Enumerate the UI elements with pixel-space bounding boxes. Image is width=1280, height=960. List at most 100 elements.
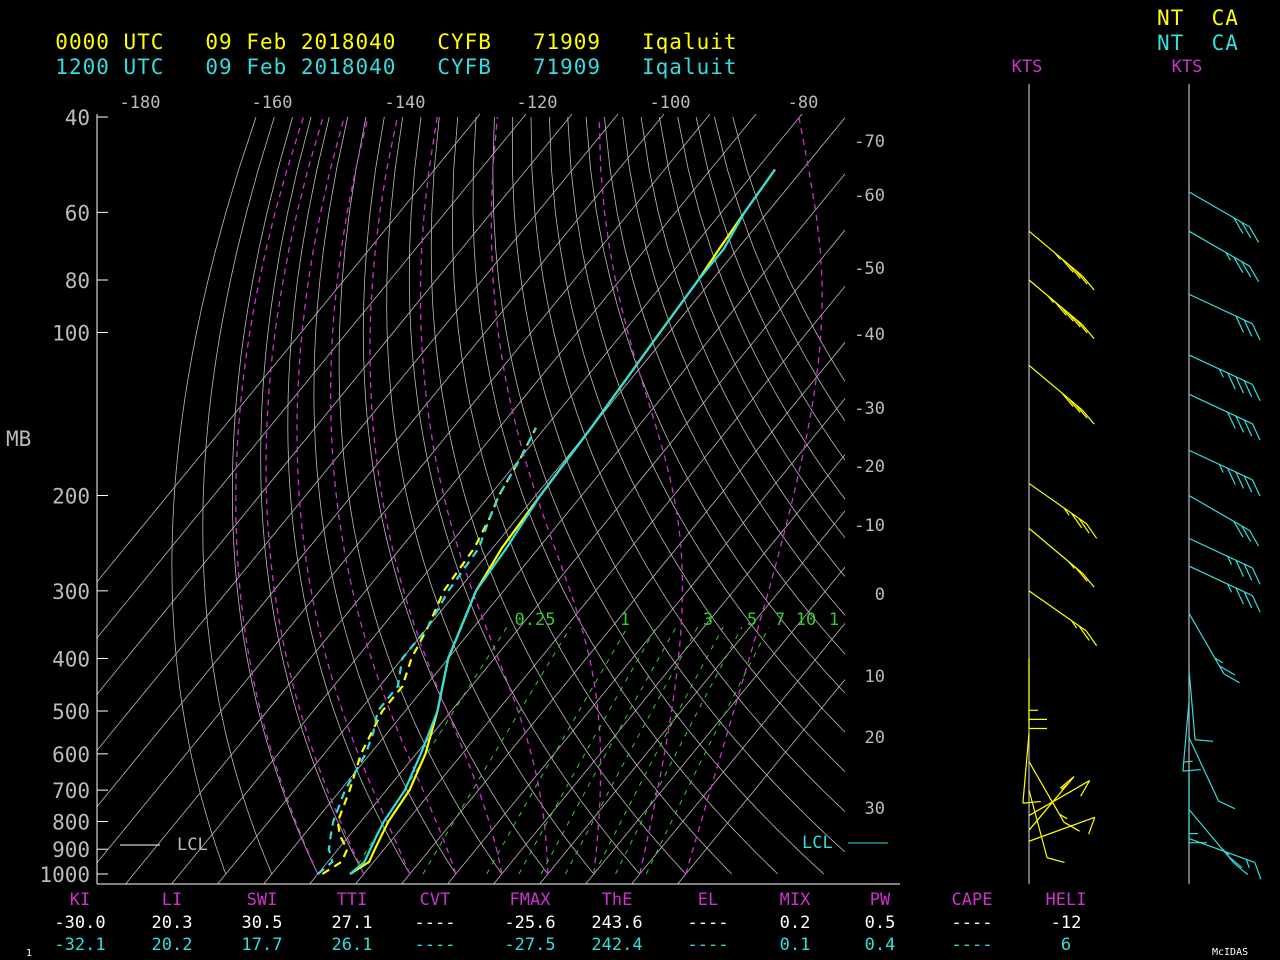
wind-barb-flag — [1254, 862, 1262, 880]
dry-adiabat — [714, 116, 845, 422]
wind-barb-flag — [1241, 222, 1252, 239]
pressure-tick-label: 60 — [65, 201, 90, 225]
theta-top-label: -160 — [252, 93, 293, 113]
wind-barb-flag — [1085, 523, 1098, 539]
temperature-trace-2 — [349, 168, 776, 875]
wind-barb-flag — [1223, 673, 1240, 684]
temperature-right-label: -30 — [854, 399, 885, 419]
mixing-ratio-label: 3 — [703, 610, 713, 630]
index-value-run2-heli: 6 — [1060, 935, 1072, 955]
wind-barb-flag — [1070, 512, 1083, 529]
isotherm — [125, 114, 757, 884]
wind-barb-flag — [1243, 380, 1253, 398]
dry-adiabat — [202, 116, 275, 875]
dry-adiabat — [659, 116, 845, 539]
index-value-run1-tti: 27.1 — [331, 913, 373, 933]
saturated-adiabat — [329, 116, 457, 875]
isotherm — [97, 114, 481, 583]
wind-barb-shaft — [1188, 669, 1196, 740]
dry-adiabat — [287, 116, 411, 875]
temperature-right-label: -70 — [854, 132, 885, 152]
theta-top-label: -140 — [385, 93, 426, 113]
mixing-ratio-label: 5 — [747, 610, 757, 630]
temperature-right-label: -10 — [854, 516, 885, 536]
wind-barb-flag — [1233, 256, 1244, 273]
wind-barb-flag — [1046, 857, 1065, 863]
dry-adiabat — [640, 116, 845, 578]
axes-layer: 4060801002003004005006007008009001000MB-… — [6, 93, 900, 887]
header-state-1: NT — [1157, 6, 1185, 30]
theta-top-label: -120 — [517, 93, 558, 113]
isotherm — [309, 229, 845, 884]
wind-barb-flag — [1227, 855, 1243, 869]
index-label-cape: CAPE — [951, 890, 993, 910]
index-label-heli: HELI — [1045, 890, 1087, 910]
wind-barb-shaft — [1188, 537, 1253, 569]
header-time-1: 0000 UTC — [55, 30, 165, 54]
wind-barb-flag — [1183, 760, 1193, 763]
index-label-ki: KI — [69, 890, 91, 910]
footer-left: 1 — [26, 948, 33, 959]
wind-barb-flag — [1235, 471, 1245, 489]
index-value-run2-tti: 26.1 — [331, 935, 373, 955]
index-value-run2-pw: 0.4 — [864, 935, 896, 955]
grid-layer — [0, 114, 845, 884]
mixing-ratio-line — [486, 626, 629, 875]
dry-adiabat — [549, 116, 845, 773]
wind-barb-flag — [1249, 226, 1260, 243]
wind-barb-flag — [1082, 324, 1095, 340]
saturated-adiabat — [369, 116, 503, 875]
wind-barb-flag — [1251, 595, 1261, 613]
wind-barb-flag — [1233, 521, 1244, 538]
wind-barb-flag — [1075, 318, 1088, 334]
theta-top-label: -80 — [788, 93, 819, 113]
pressure-tick-label: 500 — [52, 700, 90, 724]
index-value-run1-li: 20.3 — [151, 913, 193, 933]
mixing-ratio-label: 0.25 — [515, 610, 556, 630]
wind-barb-shaft — [1028, 482, 1087, 525]
index-label-fmax: FMAX — [509, 890, 551, 910]
pressure-tick-label: 40 — [65, 106, 90, 130]
pressure-tick-label: 100 — [52, 321, 90, 345]
pressure-tick-label: 800 — [52, 811, 90, 835]
index-value-run2-ki: -32.1 — [54, 935, 106, 955]
wind-barb-flag — [1251, 479, 1261, 497]
dry-adiabat — [677, 116, 845, 500]
temperature-right-label: 20 — [865, 728, 885, 748]
index-value-run1-fmax: -25.6 — [504, 913, 556, 933]
header-row-1: 0000 UTC 09 Feb 2018040 CYFB 71909 Iqalu… — [28, 6, 738, 54]
wind-barb-flag — [1218, 800, 1236, 810]
dry-adiabat — [622, 116, 845, 616]
header-date-1: 09 Feb 2018040 — [205, 30, 397, 54]
dry-adiabat — [232, 116, 319, 875]
cold-adiabat — [0, 117, 42, 874]
wind-barb-flag — [1085, 630, 1098, 647]
index-value-run2-fmax: -27.5 — [504, 935, 556, 955]
wind-barb-flag — [1080, 780, 1091, 797]
temperature-right-label: 30 — [865, 799, 885, 819]
header-state-2: NT — [1157, 31, 1185, 55]
wind-barb-flag — [1243, 563, 1253, 581]
index-value-run2-li: 20.2 — [151, 935, 193, 955]
wind-barb-flag — [1075, 269, 1088, 285]
dry-adiabat — [451, 116, 733, 875]
wind-barb-shaft — [1028, 789, 1048, 858]
header-name-1: Iqaluit — [642, 30, 738, 54]
wind-barb-shaft — [1028, 761, 1065, 823]
dry-adiabat — [604, 116, 845, 655]
wind-barb-flag — [1059, 813, 1068, 820]
isotherm — [263, 173, 845, 884]
lcl-label-left: LCL — [177, 835, 208, 855]
header-row-2: 1200 UTC 09 Feb 2018040 CYFB 71909 Iqalu… — [28, 31, 738, 79]
data-layer — [317, 168, 776, 875]
wind-barb-flag — [1075, 567, 1088, 582]
dry-adiabat — [362, 116, 549, 875]
mixing-ratio-label: 10 — [796, 610, 816, 630]
wind-barb-flag — [1243, 419, 1253, 437]
header-time-2: 1200 UTC — [55, 55, 165, 79]
index-value-run1-the: 243.6 — [591, 913, 643, 933]
index-value-run1-ki: -30.0 — [54, 913, 106, 933]
wind-barb-shaft — [1188, 837, 1255, 864]
dry-adiabat — [472, 116, 779, 875]
wind-barb-shaft — [1028, 590, 1087, 632]
